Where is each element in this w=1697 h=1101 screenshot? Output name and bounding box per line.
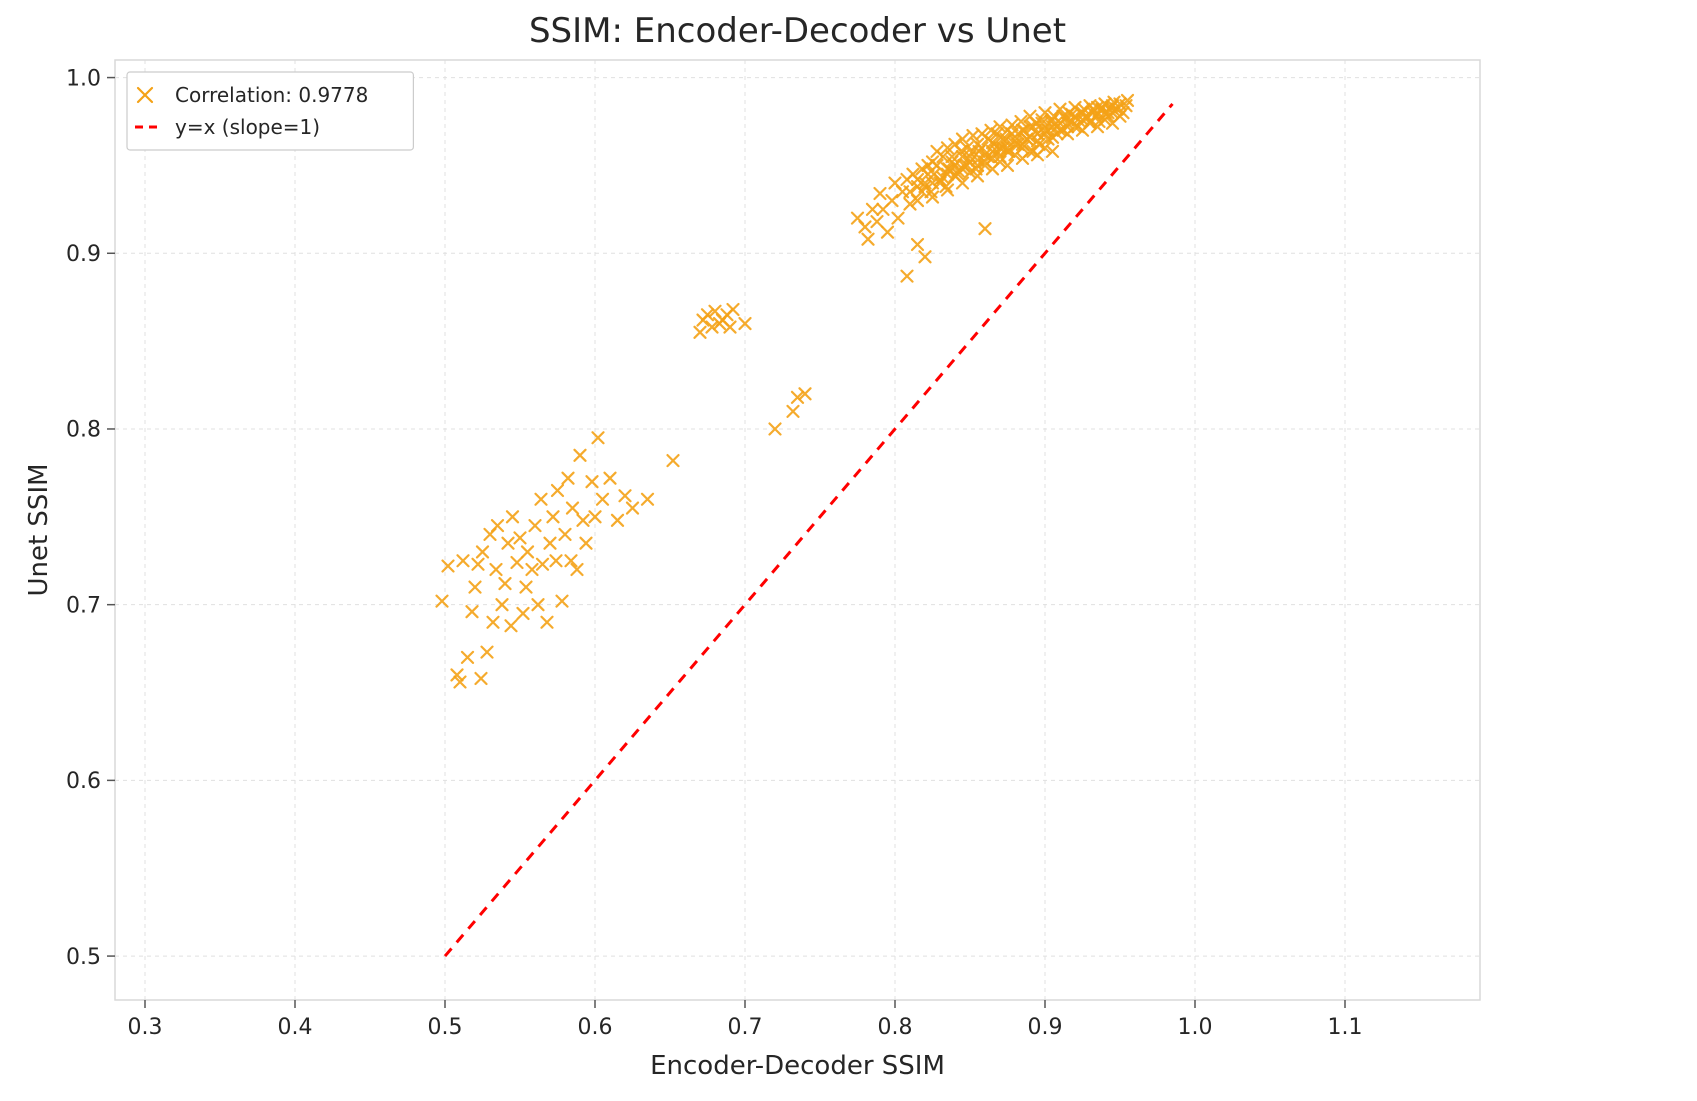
y-axis-label: Unet SSIM [24,463,54,596]
x-tick-label: 0.3 [128,1015,163,1040]
x-tick-label: 1.0 [1178,1015,1213,1040]
y-tick-label: 0.5 [66,945,101,970]
x-tick-label: 0.9 [1028,1015,1063,1040]
x-tick-label: 0.4 [278,1015,313,1040]
y-tick-label: 0.8 [66,418,101,443]
chart-svg: 0.3 0.4 0.5 0.6 0.7 0.8 0.9 1.0 1.1 0.5 0.6 0.7 0.8 0… [0,0,1697,1101]
legend-item-label: y=x (slope=1) [175,115,320,139]
x-tick-label: 0.5 [428,1015,463,1040]
legend: Correlation: 0.9778 y=x (slope=1) [127,72,413,150]
x-axis-label: Encoder-Decoder SSIM [650,1051,945,1081]
scatter-chart: 0.3 0.4 0.5 0.6 0.7 0.8 0.9 1.0 1.1 0.5 0.6 0.7 0.8 0… [0,0,1697,1101]
x-tick-label: 1.1 [1328,1015,1363,1040]
chart-title: SSIM: Encoder-Decoder vs Unet [529,11,1066,51]
x-tick-label: 0.7 [728,1015,763,1040]
legend-item-label: Correlation: 0.9778 [175,83,368,107]
x-tick-label: 0.6 [578,1015,613,1040]
x-tick-label: 0.8 [878,1015,913,1040]
y-tick-label: 0.6 [66,769,101,794]
y-tick-label: 0.7 [66,593,101,618]
y-tick-label: 0.9 [66,242,101,267]
chart-background [0,0,1697,1101]
y-tick-label: 1.0 [66,66,101,91]
